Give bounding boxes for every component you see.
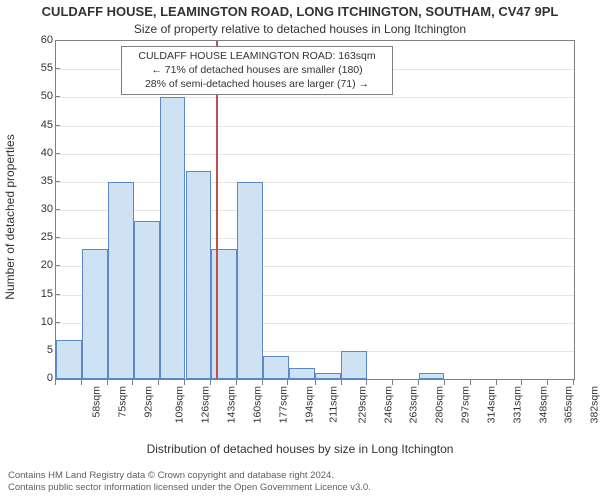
histogram-bar (56, 340, 82, 379)
xtick-label: 143sqm (225, 386, 237, 423)
xtick-label: 382sqm (589, 386, 600, 423)
y-axis-label: Number of detached properties (3, 117, 17, 317)
ytick-label: 55 (25, 62, 53, 74)
xtick-label: 194sqm (303, 386, 315, 423)
xtick-mark (55, 380, 56, 385)
xtick-label: 126sqm (200, 386, 212, 423)
xtick-mark (470, 380, 471, 385)
ytick-label: 0 (25, 372, 53, 384)
ytick-label: 15 (25, 288, 53, 300)
chart-container: CULDAFF HOUSE, LEAMINGTON ROAD, LONG ITC… (0, 0, 600, 500)
xtick-mark (341, 380, 342, 385)
xtick-mark (496, 380, 497, 385)
x-axis-label: Distribution of detached houses by size … (0, 442, 600, 456)
xtick-label: 348sqm (537, 386, 549, 423)
xtick-mark (262, 380, 263, 385)
xtick-label: 314sqm (485, 386, 497, 423)
xtick-mark (521, 380, 522, 385)
xtick-label: 92sqm (142, 386, 154, 418)
histogram-bar (237, 182, 263, 379)
xtick-label: 177sqm (277, 386, 289, 423)
xtick-label: 109sqm (174, 386, 186, 423)
plot-area: CULDAFF HOUSE LEAMINGTON ROAD: 163sqm ← … (55, 40, 575, 380)
histogram-bar (82, 249, 108, 379)
xtick-mark (392, 380, 393, 385)
xtick-mark (107, 380, 108, 385)
chart-title-line1: CULDAFF HOUSE, LEAMINGTON ROAD, LONG ITC… (0, 4, 600, 19)
chart-title-line2: Size of property relative to detached ho… (0, 22, 600, 36)
ytick-label: 20 (25, 259, 53, 271)
histogram-bar (315, 373, 341, 379)
ytick-label: 5 (25, 344, 53, 356)
ytick-label: 10 (25, 316, 53, 328)
ytick-label: 45 (25, 119, 53, 131)
histogram-bar (289, 368, 315, 379)
annotation-line3: 28% of semi-detached houses are larger (… (126, 77, 388, 91)
ytick-label: 60 (25, 34, 53, 46)
ylabel-wrap: Number of detached properties (0, 0, 20, 420)
xtick-label: 365sqm (563, 386, 575, 423)
xtick-mark (81, 380, 82, 385)
annotation-box: CULDAFF HOUSE LEAMINGTON ROAD: 163sqm ← … (121, 46, 393, 95)
footer-line1: Contains HM Land Registry data © Crown c… (8, 470, 592, 482)
xtick-label: 246sqm (382, 386, 394, 423)
xtick-mark (132, 380, 133, 385)
xtick-mark (573, 380, 574, 385)
x-axis-ticks: 58sqm 75sqm 92sqm 109sqm 126sqm 143sqm 160sqm 1… (55, 380, 575, 440)
xtick-mark (184, 380, 185, 385)
ytick-label: 50 (25, 90, 53, 102)
xtick-mark (444, 380, 445, 385)
xtick-mark (315, 380, 316, 385)
xtick-mark (547, 380, 548, 385)
xtick-mark (210, 380, 211, 385)
annotation-line1: CULDAFF HOUSE LEAMINGTON ROAD: 163sqm (126, 49, 388, 63)
y-axis-ticks: 051015202530354045505560 (25, 40, 53, 380)
xtick-mark (236, 380, 237, 385)
histogram-bar (160, 97, 186, 379)
histogram-bar (263, 356, 289, 379)
ytick-label: 40 (25, 147, 53, 159)
xtick-label: 331sqm (511, 386, 523, 423)
ytick-label: 30 (25, 203, 53, 215)
histogram-bar (108, 182, 134, 379)
footer-line2: Contains public sector information licen… (8, 482, 592, 494)
xtick-mark (418, 380, 419, 385)
histogram-bar (186, 171, 212, 379)
xtick-mark (158, 380, 159, 385)
ytick-label: 35 (25, 175, 53, 187)
histogram-bar (341, 351, 367, 379)
xtick-label: 75sqm (116, 386, 128, 418)
ytick-label: 25 (25, 231, 53, 243)
annotation-line2: ← 71% of detached houses are smaller (18… (126, 63, 388, 77)
xtick-label: 58sqm (91, 386, 103, 418)
xtick-label: 211sqm (328, 386, 340, 423)
xtick-label: 160sqm (251, 386, 263, 423)
footer-attribution: Contains HM Land Registry data © Crown c… (8, 470, 592, 494)
xtick-mark (287, 380, 288, 385)
xtick-label: 280sqm (434, 386, 446, 423)
xtick-label: 297sqm (459, 386, 471, 423)
xtick-label: 263sqm (408, 386, 420, 423)
histogram-bar (419, 373, 445, 379)
xtick-label: 229sqm (356, 386, 368, 423)
xtick-mark (366, 380, 367, 385)
histogram-bar (134, 221, 160, 379)
